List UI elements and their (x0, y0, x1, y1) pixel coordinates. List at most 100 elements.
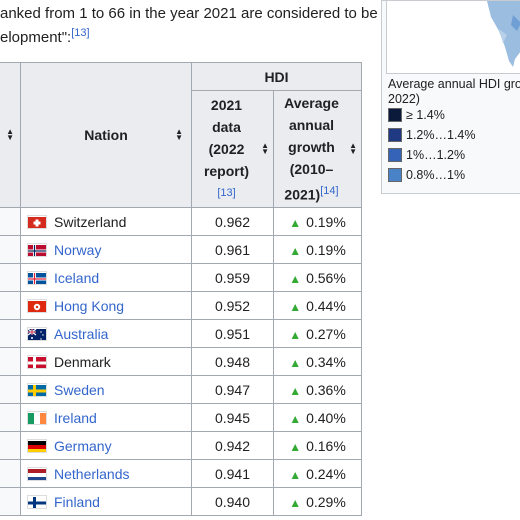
header-line-text: 2021) (284, 186, 321, 203)
nation-header-label: Nation (84, 127, 128, 143)
nation-link[interactable]: Denmark (54, 353, 111, 370)
rank-cell (0, 375, 21, 404)
hdi-value: 0.948 (214, 353, 251, 370)
increase-arrow-icon: ▲ (289, 411, 302, 426)
nation-cell: Finland (20, 487, 192, 516)
denmark-flag-icon (27, 354, 47, 369)
increase-arrow-icon: ▲ (289, 439, 302, 454)
rank-cell (0, 263, 21, 292)
hdi-value-cell: 0.940 (191, 487, 274, 516)
world-map[interactable] (386, 1, 520, 74)
legend-swatch (388, 148, 402, 162)
hdi-value-cell: 0.951 (191, 319, 274, 348)
legend-item: 1.2%…1.4% (388, 128, 475, 142)
table-row: Iceland 0.959 ▲ 0.56% (0, 263, 362, 292)
nation-cell: Australia (20, 319, 192, 348)
table-row: Ireland 0.945 ▲ 0.40% (0, 403, 362, 432)
nation-link[interactable]: Iceland (54, 269, 100, 286)
nation-link[interactable]: Australia (54, 325, 109, 342)
nation-link[interactable]: Finland (54, 493, 100, 510)
legend-item: 0.8%…1% (388, 168, 465, 182)
legend-title-line-1: Average annual HDI gro (388, 77, 520, 91)
legend-swatch (388, 108, 402, 122)
nation-column-header[interactable]: Nation ▲ ▼ (20, 62, 192, 208)
growth-column-header[interactable]: Average annual growth (2010– 2021)[14] ▲… (273, 90, 362, 208)
intro-reference-link[interactable]: [13] (71, 27, 90, 39)
legend-label: ≥ 1.4% (406, 108, 445, 122)
table-row: Denmark 0.948 ▲ 0.34% (0, 347, 362, 376)
growth-value-cell: ▲ 0.40% (273, 403, 362, 432)
rank-cell (0, 319, 21, 348)
nation-link[interactable]: Germany (54, 437, 112, 454)
reference-link[interactable]: [13] (217, 187, 236, 199)
rank-cell (0, 487, 21, 516)
legend-item: ≥ 1.4% (388, 108, 445, 122)
legend-label: 1%…1.2% (406, 148, 466, 162)
rank-cell (0, 291, 21, 320)
header-line: 2021 (210, 97, 243, 113)
sort-icon[interactable]: ▲ ▼ (349, 141, 357, 156)
hdi-value-cell: 0.962 (191, 207, 274, 236)
growth-value-cell: ▲ 0.29% (273, 487, 362, 516)
growth-value-cell: ▲ 0.44% (273, 291, 362, 320)
hdi-value-cell: 0.961 (191, 235, 274, 264)
hdi-value-cell: 0.945 (191, 403, 274, 432)
germany-flag-icon (27, 438, 47, 453)
nation-link[interactable]: Switzerland (54, 213, 127, 230)
table-row: Hong Kong 0.952 ▲ 0.44% (0, 291, 362, 320)
reference-link[interactable]: [14] (320, 185, 339, 198)
growth-value: 0.40% (306, 409, 346, 426)
nation-cell: Ireland (20, 403, 192, 432)
nation-link[interactable]: Norway (54, 241, 102, 258)
nation-link[interactable]: Hong Kong (54, 297, 125, 314)
finland-flag-icon (27, 494, 47, 509)
growth-value: 0.36% (306, 381, 346, 398)
table-row: Germany 0.942 ▲ 0.16% (0, 431, 362, 460)
header-line: data (212, 119, 241, 135)
legend-title-line-2: 2022) (388, 92, 420, 106)
header-line: report) (203, 163, 250, 179)
growth-value-cell: ▲ 0.34% (273, 347, 362, 376)
hdi-value: 0.941 (214, 465, 251, 482)
nation-cell: Hong Kong (20, 291, 192, 320)
growth-value: 0.24% (306, 465, 346, 482)
legend-item: 1%…1.2% (388, 148, 465, 162)
sweden-flag-icon (27, 382, 47, 397)
increase-arrow-icon: ▲ (289, 383, 302, 398)
intro-line-2: elopment":[13] (0, 26, 90, 50)
nation-cell: Norway (20, 235, 192, 264)
header-line: Average (284, 95, 339, 112)
rank-column-header[interactable]: ▲ ▼ (0, 62, 21, 208)
increase-arrow-icon: ▲ (289, 215, 302, 230)
rank-cell (0, 431, 21, 460)
hdi-value: 0.951 (214, 325, 251, 342)
sort-icon[interactable]: ▲ ▼ (175, 127, 183, 142)
hdi-value-cell: 0.947 (191, 375, 274, 404)
increase-arrow-icon: ▲ (289, 355, 302, 370)
nation-link[interactable]: Netherlands (54, 465, 130, 482)
increase-arrow-icon: ▲ (289, 467, 302, 482)
legend-label: 0.8%…1% (406, 168, 466, 182)
nation-cell: Switzerland (20, 207, 192, 236)
hdi-value-cell: 0.959 (191, 263, 274, 292)
growth-value-cell: ▲ 0.16% (273, 431, 362, 460)
ireland-flag-icon (27, 410, 47, 425)
hdi-2021-column-header[interactable]: 2021 data (2022 report) [13] ▲ ▼ (191, 90, 274, 208)
table-row: Australia 0.951 ▲ 0.27% (0, 319, 362, 348)
hdi-value: 0.961 (214, 241, 251, 258)
intro-line-1: anked from 1 to 66 in the year 2021 are … (0, 5, 378, 22)
increase-arrow-icon: ▲ (289, 299, 302, 314)
sort-icon[interactable]: ▲ ▼ (6, 127, 14, 142)
nation-cell: Denmark (20, 347, 192, 376)
hdi-value-cell: 0.952 (191, 291, 274, 320)
growth-value-cell: ▲ 0.56% (273, 263, 362, 292)
header-line: (2010– (289, 161, 334, 178)
nation-link[interactable]: Ireland (54, 409, 97, 426)
growth-value-cell: ▲ 0.19% (273, 235, 362, 264)
nation-link[interactable]: Sweden (54, 381, 105, 398)
growth-value-cell: ▲ 0.27% (273, 319, 362, 348)
sort-icon[interactable]: ▲ ▼ (261, 141, 269, 156)
growth-value-cell: ▲ 0.36% (273, 375, 362, 404)
header-line: (2022 (208, 141, 245, 157)
rank-cell (0, 459, 21, 488)
